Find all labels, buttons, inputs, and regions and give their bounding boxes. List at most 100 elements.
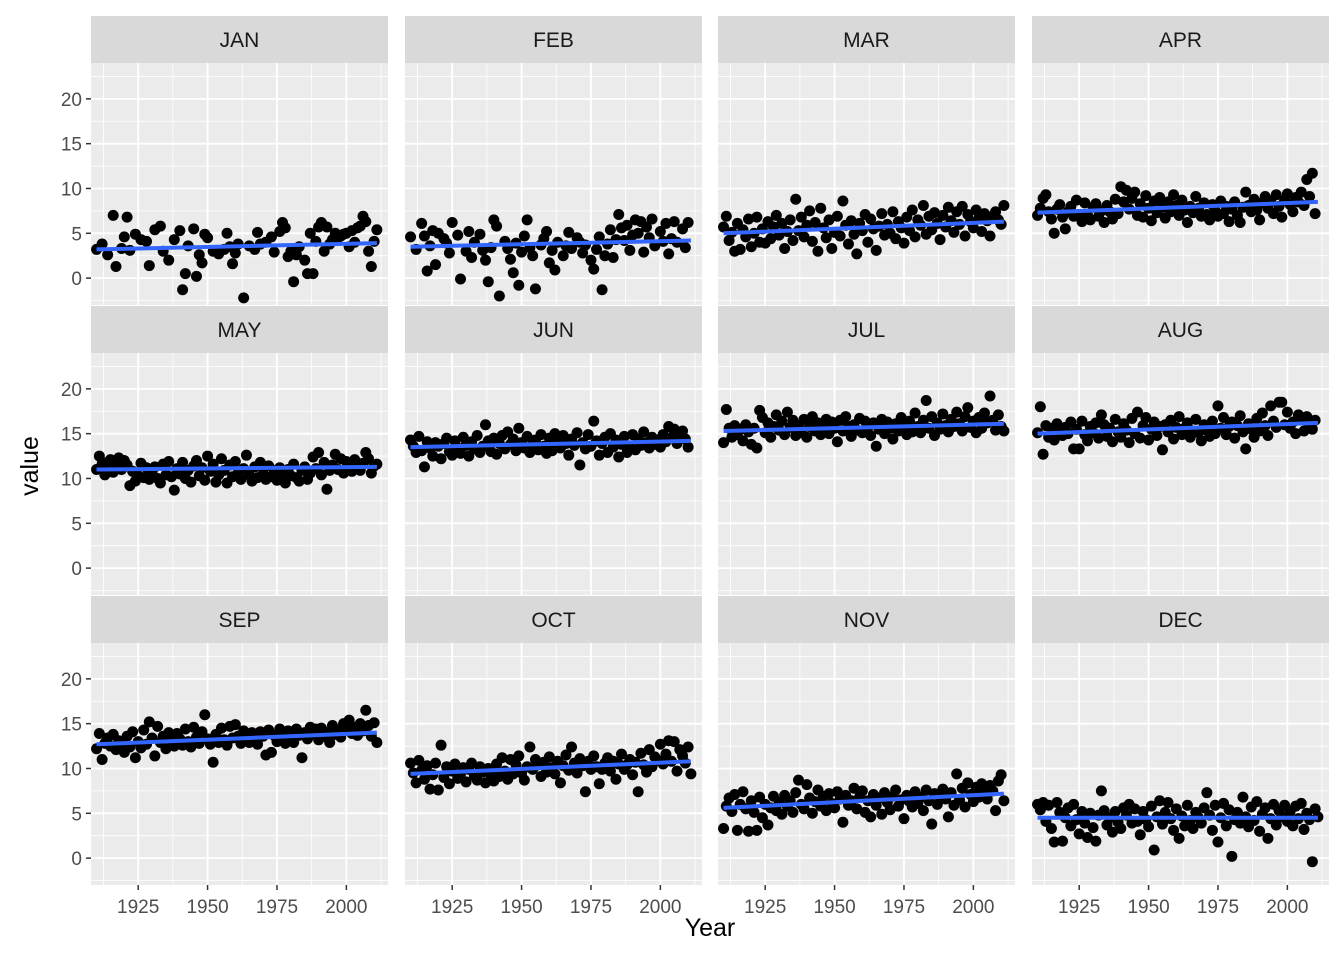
data-point	[837, 195, 849, 207]
data-point	[990, 805, 1002, 817]
data-point	[720, 210, 732, 222]
data-point	[776, 415, 788, 427]
data-point	[441, 432, 453, 444]
data-point	[959, 411, 971, 423]
data-point	[1195, 817, 1207, 829]
data-point	[121, 211, 133, 223]
data-point	[1054, 199, 1066, 211]
data-point	[640, 221, 652, 233]
data-point	[557, 250, 569, 262]
data-point	[1109, 413, 1121, 425]
facet-strip	[718, 306, 1015, 353]
data-point	[951, 406, 963, 418]
data-point	[1034, 401, 1046, 413]
data-point	[521, 430, 533, 442]
data-point	[685, 768, 697, 780]
data-point	[496, 752, 508, 764]
data-point	[1087, 822, 1099, 834]
data-point	[1048, 434, 1060, 446]
data-point	[435, 453, 447, 465]
data-point	[801, 431, 813, 443]
data-point	[593, 449, 605, 461]
x-tick-label: 2000	[952, 897, 994, 918]
data-point	[865, 429, 877, 441]
data-point	[870, 244, 882, 256]
data-point	[956, 425, 968, 437]
data-point	[177, 284, 189, 296]
data-point	[679, 242, 691, 254]
data-point	[238, 292, 250, 304]
data-point	[574, 459, 586, 471]
data-point	[1057, 835, 1069, 847]
data-point	[862, 236, 874, 248]
data-point	[529, 283, 541, 295]
data-point	[1045, 213, 1057, 225]
data-point	[96, 754, 108, 766]
data-point	[566, 741, 578, 753]
data-point	[743, 825, 755, 837]
trend-line	[96, 464, 377, 472]
data-point	[524, 741, 536, 753]
data-point	[621, 219, 633, 231]
data-point	[365, 260, 377, 272]
trend-line	[1037, 420, 1318, 436]
data-point	[466, 757, 478, 769]
data-point	[865, 213, 877, 225]
x-tick-label: 1925	[744, 897, 786, 918]
data-point	[784, 214, 796, 226]
plot-panel-bg	[1032, 353, 1329, 595]
data-point	[229, 455, 241, 467]
data-point	[718, 221, 730, 233]
data-point	[207, 756, 219, 768]
data-point	[154, 220, 166, 232]
data-point	[1212, 836, 1224, 848]
x-tick-label: 2000	[325, 897, 367, 918]
data-point	[1084, 214, 1096, 226]
y-tick-label: 15	[61, 135, 82, 156]
data-point	[956, 200, 968, 212]
data-point	[1298, 823, 1310, 835]
data-point	[449, 758, 461, 770]
data-point	[718, 823, 730, 835]
data-point	[177, 456, 189, 468]
data-point	[466, 251, 478, 263]
plot-panel-bg	[1032, 63, 1329, 305]
data-point	[632, 786, 644, 798]
data-point	[1248, 193, 1260, 205]
data-point	[190, 270, 202, 282]
data-point	[682, 217, 694, 229]
data-point	[1090, 835, 1102, 847]
data-point	[1095, 409, 1107, 421]
data-point	[978, 407, 990, 419]
trend-line	[410, 438, 691, 450]
data-point	[443, 778, 455, 790]
data-point	[751, 824, 763, 836]
data-point	[737, 435, 749, 447]
data-point	[610, 773, 622, 785]
data-point	[951, 768, 963, 780]
data-point	[513, 750, 525, 762]
data-point	[1237, 791, 1249, 803]
facet-strip	[405, 596, 702, 643]
data-point	[455, 447, 467, 459]
x-tick-label: 1950	[813, 897, 855, 918]
data-point	[1162, 797, 1174, 809]
data-point	[588, 263, 600, 275]
data-point	[1168, 433, 1180, 445]
data-point	[1306, 423, 1318, 435]
data-point	[1070, 194, 1082, 206]
facet-strip-label: AUG	[1158, 319, 1204, 342]
x-tick-label: 2000	[639, 897, 681, 918]
data-point	[252, 226, 264, 238]
data-point	[1148, 844, 1160, 856]
data-point	[288, 276, 300, 288]
data-point	[1045, 823, 1057, 835]
data-point	[806, 235, 818, 247]
plot-panel-bg	[91, 63, 388, 305]
data-point	[1265, 400, 1277, 412]
data-point	[1168, 824, 1180, 836]
data-point	[1254, 825, 1266, 837]
data-point	[405, 231, 417, 243]
data-point	[141, 235, 153, 247]
